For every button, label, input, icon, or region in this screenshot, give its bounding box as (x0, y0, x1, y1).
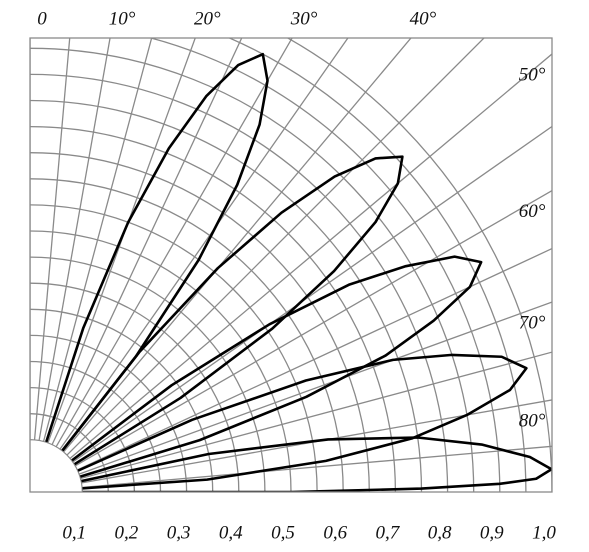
grid-spoke (30, 38, 111, 492)
minor-grid-spoke (30, 38, 349, 492)
lobe (30, 52, 269, 492)
grid-arc (286, 38, 552, 492)
grid-spoke (30, 38, 196, 492)
grid-spoke (30, 399, 552, 492)
angle-tick-label: 0 (37, 8, 47, 29)
grid-spoke (30, 38, 412, 492)
grid-spoke (30, 301, 552, 492)
angle-tick-label: 70° (519, 312, 546, 333)
minor-grid-spoke (30, 38, 243, 492)
angle-tick-label: 30° (290, 8, 318, 29)
r-tick-label: 0,3 (167, 522, 191, 543)
angle-tick-label: 60° (519, 201, 546, 222)
angle-tick-label: 20° (194, 8, 221, 29)
frame (29, 37, 553, 493)
r-tick-label: 0,1 (62, 522, 86, 543)
minor-grid-spoke (30, 38, 153, 492)
grid-spoke (30, 53, 552, 492)
r-tick-label: 0,7 (376, 522, 401, 543)
minor-grid-spoke (30, 38, 485, 492)
r-tick-label: 0,5 (271, 522, 295, 543)
angle-tick-label: 50° (519, 64, 546, 85)
grid-spoke (30, 189, 552, 492)
minor-grid-spoke (30, 125, 552, 492)
minor-grid-spoke (30, 247, 552, 492)
angle-tick-label: 40° (410, 8, 437, 29)
minor-grid-spoke (30, 445, 552, 492)
grid-spoke (30, 38, 293, 492)
lobe (30, 353, 528, 492)
hub (30, 439, 83, 492)
angle-tick-label: 80° (519, 410, 546, 431)
lobe (30, 155, 404, 492)
labels: 0,1 0,2 0,3 0,4 0,5 0,6 0,7 0,8 0,9 1,0 0 10° 20° 30°… (37, 8, 556, 543)
r-tick-label: 0,6 (323, 522, 347, 543)
grid (30, 38, 552, 492)
r-tick-label: 0,9 (480, 522, 504, 543)
angle-tick-label: 10° (109, 8, 136, 29)
r-tick-label: 0,2 (115, 522, 139, 543)
r-tick-label: 0,4 (219, 522, 243, 543)
minor-grid-spoke (30, 38, 71, 492)
r-tick-label: 0,8 (428, 522, 452, 543)
r-tick-label: 1,0 (532, 522, 556, 543)
lobe (30, 255, 483, 492)
minor-grid-spoke (30, 351, 552, 492)
